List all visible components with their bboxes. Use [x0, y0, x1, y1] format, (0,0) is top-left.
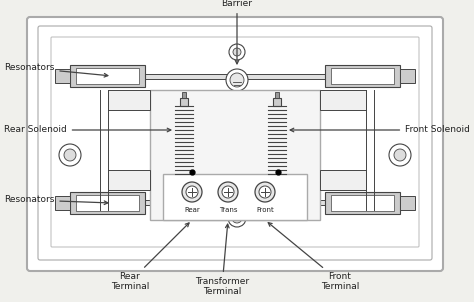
Circle shape: [226, 69, 248, 91]
Bar: [275, 92, 279, 98]
Bar: [325, 65, 400, 87]
Bar: [76, 195, 139, 211]
Circle shape: [394, 149, 406, 161]
Bar: [331, 195, 394, 211]
Circle shape: [232, 213, 242, 223]
FancyBboxPatch shape: [51, 37, 419, 247]
Bar: [55, 196, 70, 210]
Circle shape: [186, 186, 198, 198]
Text: Rear
Terminal: Rear Terminal: [111, 223, 189, 291]
Text: Transformer
Terminal: Transformer Terminal: [195, 224, 249, 296]
Circle shape: [233, 48, 241, 56]
Circle shape: [64, 149, 76, 161]
Text: Front
Terminal: Front Terminal: [268, 223, 359, 291]
Circle shape: [228, 209, 246, 227]
Bar: [70, 192, 145, 214]
Bar: [108, 170, 150, 190]
Text: Trans: Trans: [219, 207, 237, 213]
Bar: [163, 174, 307, 220]
Bar: [400, 69, 415, 83]
Bar: [108, 90, 150, 110]
Bar: [55, 74, 415, 79]
Bar: [331, 68, 394, 84]
Bar: [180, 98, 188, 106]
Circle shape: [182, 182, 202, 202]
Bar: [76, 68, 139, 84]
Text: Front: Front: [256, 207, 274, 213]
Circle shape: [230, 73, 244, 87]
Bar: [70, 65, 145, 87]
Circle shape: [389, 144, 411, 166]
Bar: [55, 69, 70, 83]
Text: Front Solenoid: Front Solenoid: [290, 126, 470, 134]
Bar: [400, 196, 415, 210]
Bar: [150, 90, 320, 220]
FancyBboxPatch shape: [27, 17, 443, 271]
Bar: [182, 92, 186, 98]
Circle shape: [222, 186, 234, 198]
Circle shape: [259, 186, 271, 198]
Circle shape: [229, 44, 245, 60]
Text: Barrier: Barrier: [221, 0, 253, 64]
Circle shape: [255, 182, 275, 202]
Bar: [320, 90, 366, 110]
Text: Rear Solenoid: Rear Solenoid: [4, 126, 171, 134]
Bar: [325, 192, 400, 214]
Bar: [320, 170, 366, 190]
Text: Resonators: Resonators: [4, 63, 108, 77]
Text: Resonators: Resonators: [4, 195, 108, 204]
Circle shape: [59, 144, 81, 166]
Bar: [55, 200, 415, 205]
Text: Rear: Rear: [184, 207, 200, 213]
Bar: [273, 98, 281, 106]
Circle shape: [218, 182, 238, 202]
FancyBboxPatch shape: [38, 26, 432, 260]
